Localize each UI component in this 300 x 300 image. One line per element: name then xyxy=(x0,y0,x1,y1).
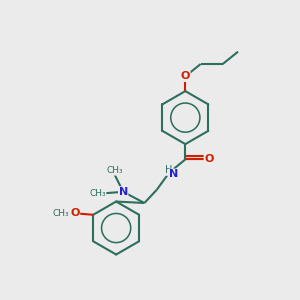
Text: CH₃: CH₃ xyxy=(89,189,106,198)
Text: O: O xyxy=(181,71,190,81)
Text: H: H xyxy=(166,165,173,175)
Text: CH₃: CH₃ xyxy=(106,166,123,175)
Text: N: N xyxy=(169,169,178,179)
Text: O: O xyxy=(70,208,80,218)
Text: N: N xyxy=(118,187,128,197)
Text: CH₃: CH₃ xyxy=(52,209,69,218)
Text: O: O xyxy=(204,154,214,164)
